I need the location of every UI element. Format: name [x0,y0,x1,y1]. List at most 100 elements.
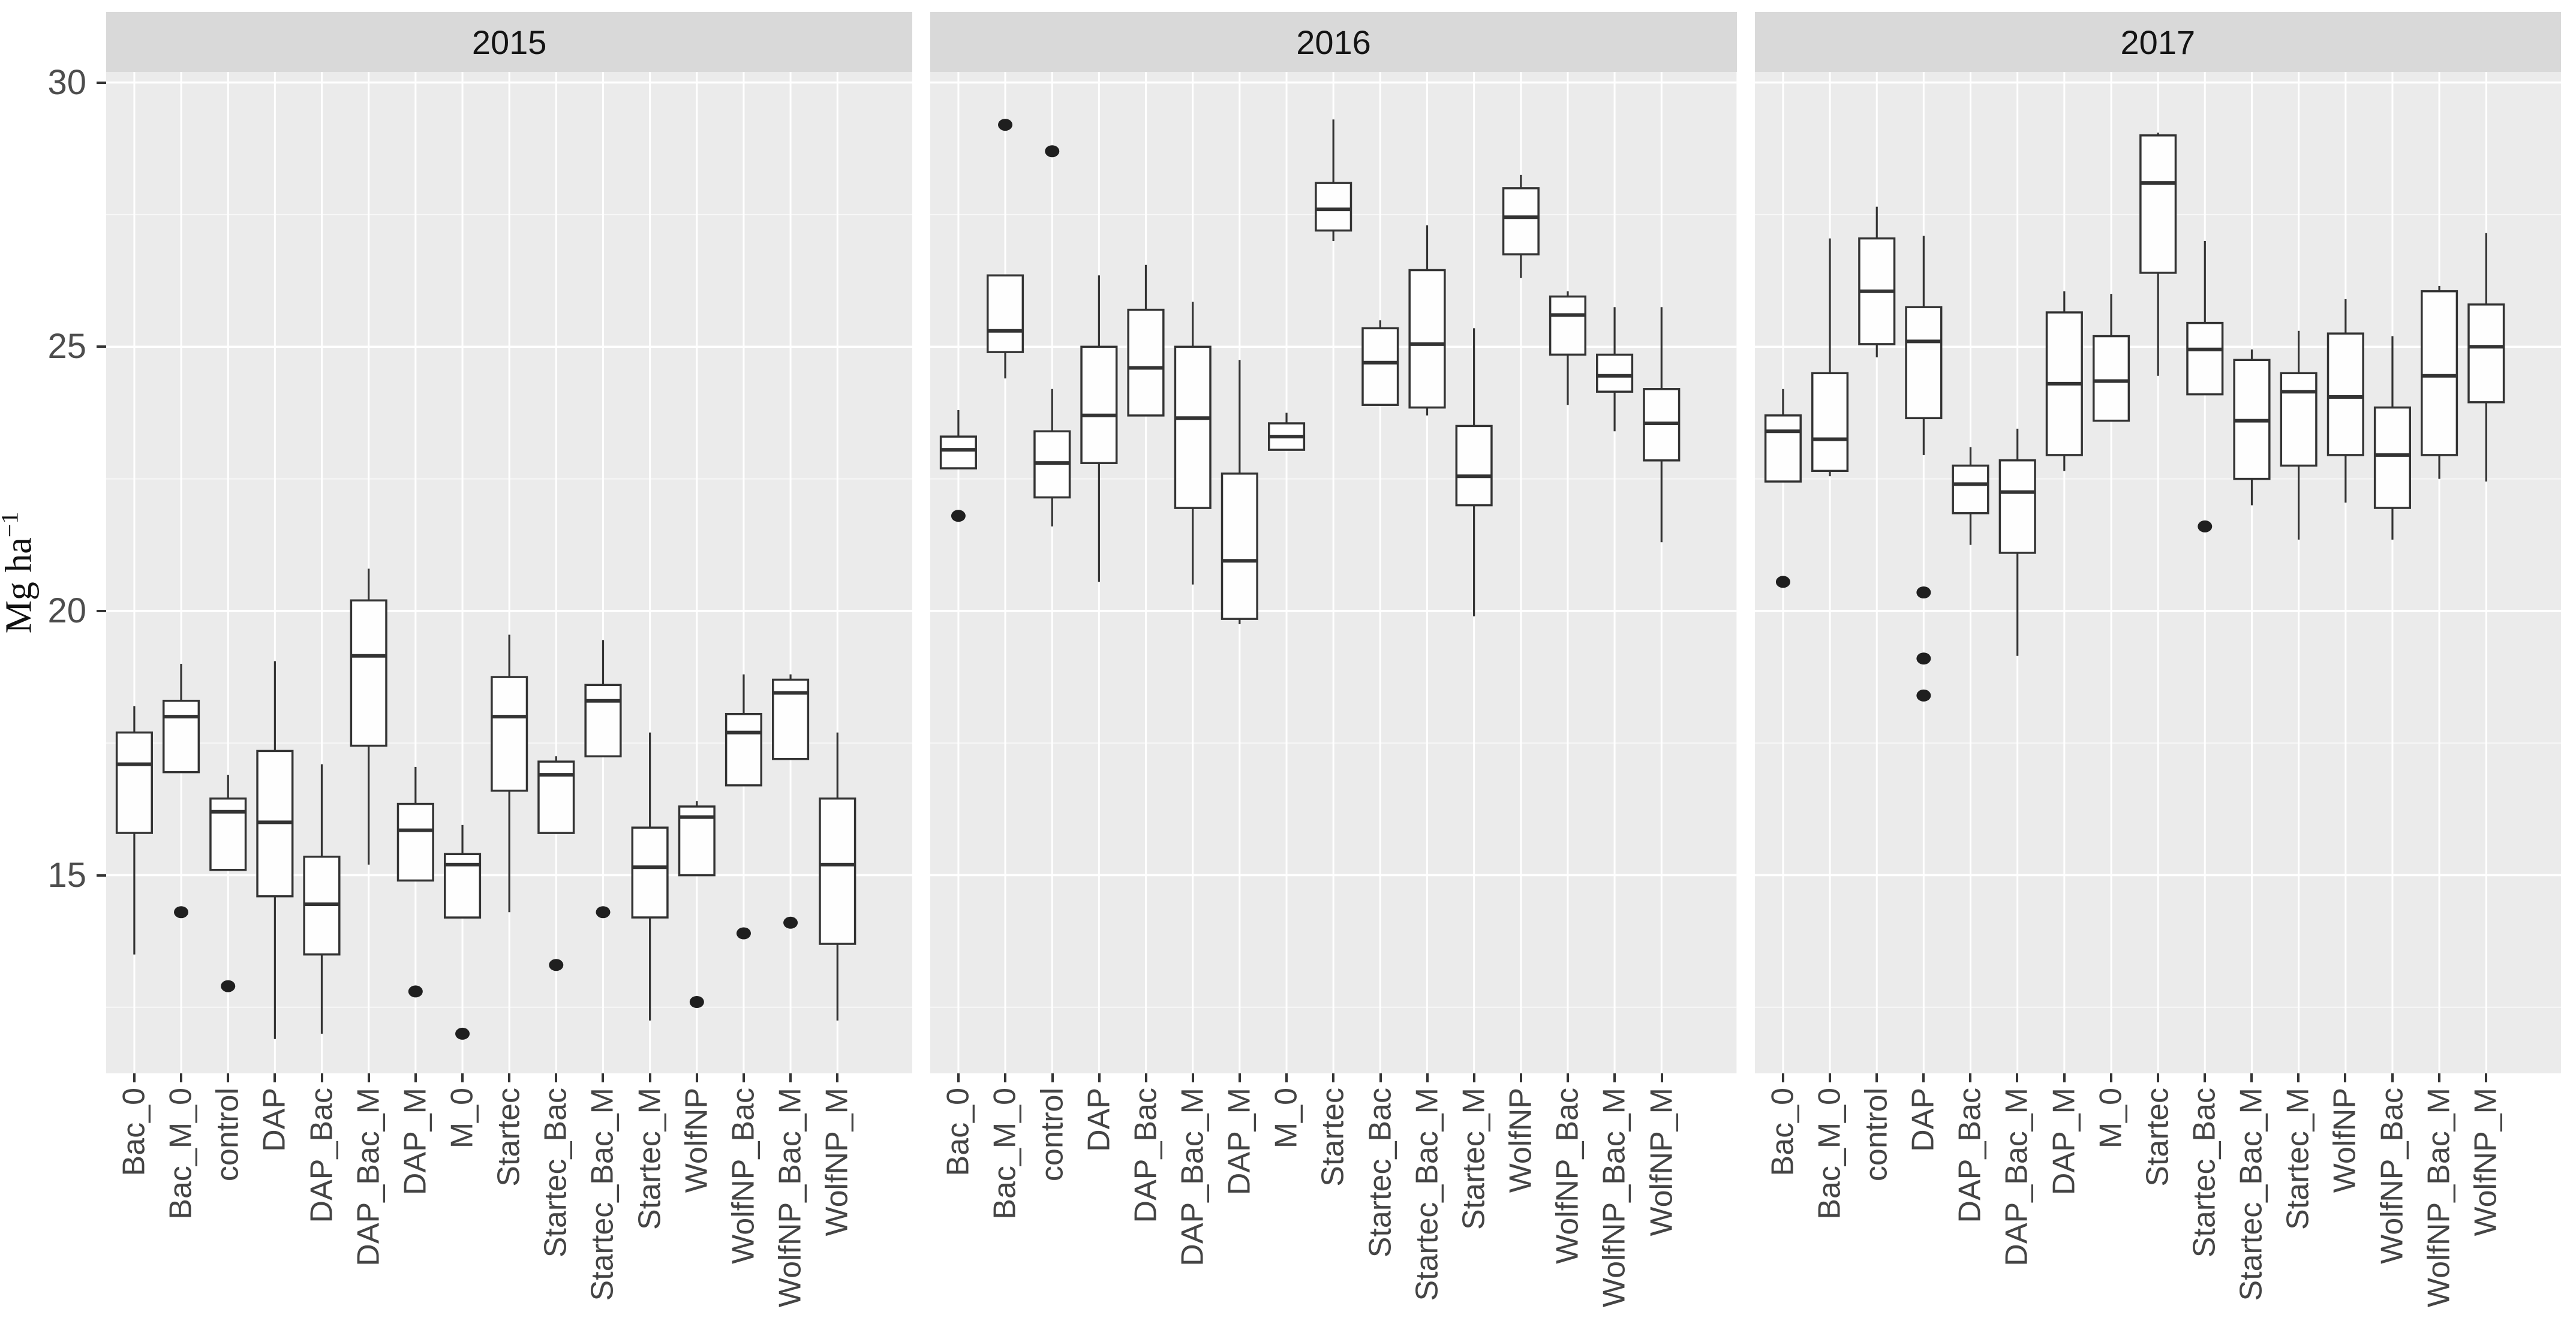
x-label-Startec: Startec [2140,1088,2175,1187]
box-group-Startec_Bac [1361,320,1399,406]
x-label-DAP_Bac_M: DAP_Bac_M [351,1088,386,1266]
iqr-box [2186,321,2223,396]
box-group-Startec_Bac [2186,241,2223,532]
iqr-box [1127,308,1165,417]
x-tick-mark [1567,1073,1570,1082]
outlier-point [1045,145,1060,158]
iqr-box [1549,295,1587,356]
iqr-box [725,712,763,787]
y-tick-mark [97,345,106,348]
box-group-DAP_M [2045,291,2083,471]
x-tick-mark [695,1073,698,1082]
box-group-Bac_0 [115,706,153,955]
x-axis-2017: Bac_0 Bac_M_0 control DAP DAP_Bac DAP_Bac_M DA… [1754,1073,2561,1324]
box-group-WolfNP [678,801,716,1008]
x-label-Startec_Bac_M: Startec_Bac_M [585,1088,621,1301]
x-label-WolfNP: WolfNP [2328,1088,2363,1193]
x-tick-mark [2297,1073,2300,1082]
facet-strip-2015: 2015 [106,12,913,72]
box-group-Bac_0 [1764,389,1802,588]
x-tick-mark [508,1073,511,1082]
x-label-WolfNP_Bac_M: WolfNP_Bac_M [2421,1088,2457,1308]
x-tick-mark [1426,1073,1429,1082]
box-group-control [209,775,247,992]
x-label-DAP_Bac: DAP_Bac [1128,1088,1164,1223]
iqr-box [1811,372,1848,473]
x-tick-mark [1520,1073,1523,1082]
facet-2017: 2017 Bac_0 Bac_M_0 control DAP DAP_Bac DAP_Ba… [1754,12,2561,1324]
iqr-box [1455,425,1493,507]
x-tick-mark [2484,1073,2487,1082]
x-label-DAP_M: DAP_M [2046,1088,2082,1196]
x-tick-mark [1969,1073,1972,1082]
x-tick-mark [602,1073,605,1082]
box-group-WolfNP [1502,174,1540,278]
box-group-Bac_M_0 [987,119,1024,379]
box-group-DAP_M [1221,360,1259,624]
box-group-WolfNP_Bac [1549,291,1587,405]
box-group-DAP_Bac_M [1174,302,1212,585]
x-label-DAP: DAP [1905,1088,1941,1152]
box-group-DAP_Bac_M [1998,428,2036,656]
outlier-point [221,980,236,992]
y-tick-label: 20 [47,591,86,630]
x-label-WolfNP_M: WolfNP_M [819,1088,855,1236]
x-label-Startec_Bac: Startec_Bac [1363,1088,1398,1258]
box-group-Startec_Bac [537,756,575,971]
x-tick-mark [648,1073,651,1082]
x-label-Startec_Bac_M: Startec_Bac_M [2234,1088,2269,1301]
box-group-Startec [2139,133,2177,376]
iqr-box [1315,182,1352,232]
outlier-point [783,916,798,929]
box-group-DAP_Bac [1127,264,1165,417]
x-label-Bac_M_0: Bac_M_0 [1812,1088,1847,1220]
x-tick-mark [1472,1073,1475,1082]
outlier-point [1775,576,1790,588]
x-label-WolfNP: WolfNP [1503,1088,1538,1193]
iqr-box [350,599,387,747]
facet-label-2015: 2015 [471,23,547,61]
x-tick-mark [2016,1073,2019,1082]
x-label-DAP_Bac_M: DAP_Bac_M [1175,1088,1210,1266]
x-label-WolfNP_Bac: WolfNP_Bac [726,1088,761,1264]
x-axis-2015: Bac_0 Bac_M_0 control DAP DAP_Bac DAP_Bac_M DA… [106,1073,913,1324]
facet-label-2016: 2016 [1296,23,1371,61]
x-label-WolfNP_M: WolfNP_M [1644,1088,1679,1236]
outlier-point [2197,520,2212,532]
outlier-point [1916,652,1931,665]
box-group-Startec_Bac_M [2233,349,2271,505]
x-label-Startec_Bac_M: Startec_Bac_M [1409,1088,1445,1301]
y-tick-mark [97,609,106,612]
x-tick-mark [1875,1073,1878,1082]
x-label-control: control [1859,1088,1894,1182]
x-label-Startec: Startec [491,1088,527,1187]
iqr-box [1221,473,1259,620]
iqr-box [1596,353,1634,393]
x-label-WolfNP_M: WolfNP_M [2468,1088,2503,1236]
x-label-M_0: M_0 [1269,1088,1304,1149]
x-tick-mark [1051,1073,1054,1082]
outlier-point [1916,689,1931,702]
outlier-point [455,1027,470,1040]
box-group-Startec_M [2280,330,2318,540]
x-tick-mark [836,1073,839,1082]
box-group-WolfNP_Bac [2373,336,2411,540]
x-tick-mark [1004,1073,1007,1082]
box-group-DAP [256,661,294,1039]
iqr-box [491,676,528,792]
iqr-box [1998,459,2036,554]
x-tick-mark [1613,1073,1616,1082]
x-label-Startec_Bac: Startec_Bac [539,1088,574,1258]
x-tick-mark [789,1073,792,1082]
box-group-WolfNP_Bac_M [1596,307,1634,432]
x-tick-mark [2063,1073,2066,1082]
x-label-WolfNP: WolfNP [679,1088,714,1193]
x-tick-mark [2437,1073,2440,1082]
x-tick-mark [2109,1073,2112,1082]
outlier-point [596,906,611,919]
x-label-M_0: M_0 [2093,1088,2129,1149]
iqr-box [1361,327,1399,406]
outlier-point [736,927,751,940]
x-label-Bac_0: Bac_0 [1765,1088,1801,1176]
box-group-control [1857,206,1895,357]
